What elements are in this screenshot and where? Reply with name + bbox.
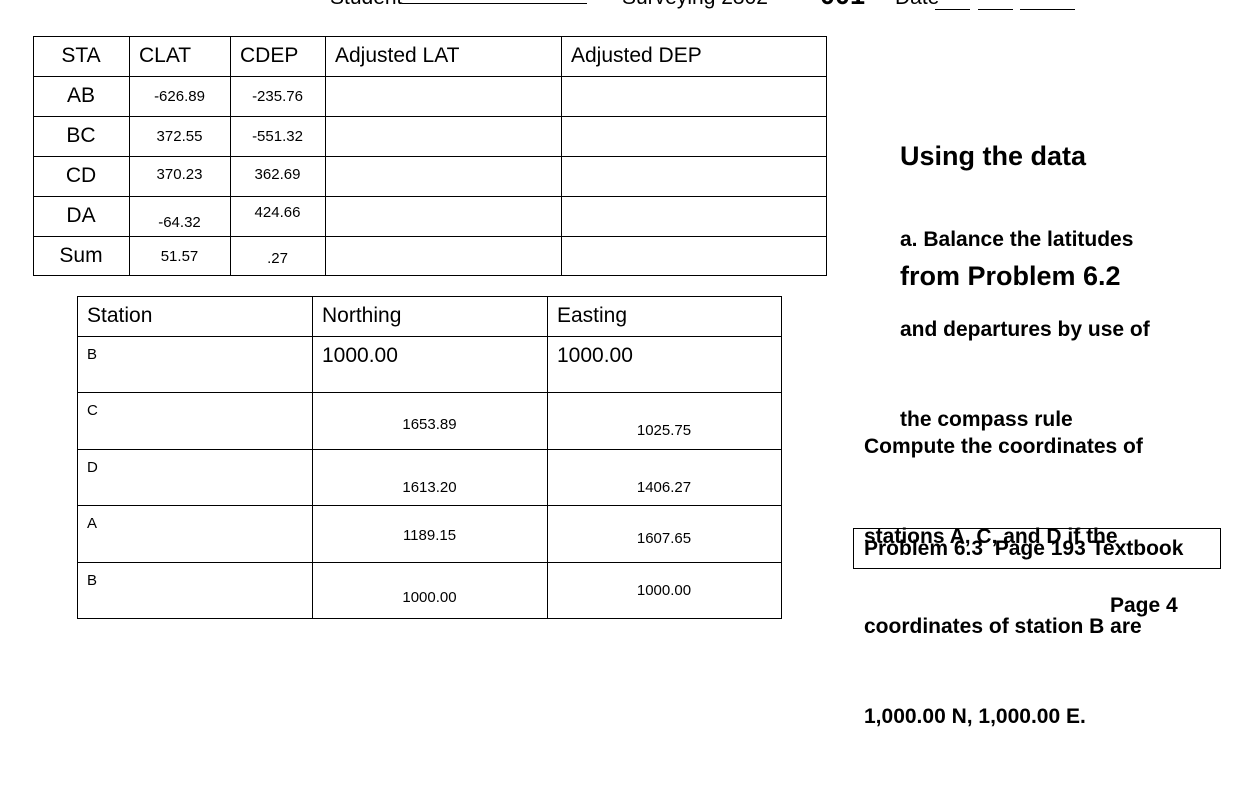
table-border xyxy=(77,562,782,563)
coordinate: 1406.27 xyxy=(636,479,692,496)
table-border xyxy=(77,296,78,619)
cell-value: 362.69 xyxy=(254,166,301,183)
compute-text: Compute the coordinates of stations A, C… xyxy=(864,372,1143,792)
coordinate: 1000.00 xyxy=(636,582,692,599)
table-border xyxy=(33,36,827,37)
table-header: Easting xyxy=(557,304,628,327)
compute-line: Compute the coordinates of xyxy=(864,435,1143,458)
table-header: Station xyxy=(87,304,153,327)
table-border xyxy=(77,392,782,393)
part-a-line: a. Balance the latitudes xyxy=(900,228,1134,251)
cell-value: 370.23 xyxy=(156,166,203,183)
coordinate: 1613.20 xyxy=(402,479,457,496)
cell-value: -235.76 xyxy=(252,88,303,105)
header-student: Student xyxy=(330,0,588,10)
part-a-line: the compass rule xyxy=(900,408,1073,431)
table-border xyxy=(77,336,782,337)
title-line: Using the data xyxy=(900,141,1087,171)
coordinate: 1653.89 xyxy=(402,416,457,433)
station-label: B xyxy=(87,572,98,589)
coordinate: 1025.75 xyxy=(636,422,692,439)
compute-line: stations A, C, and D if the xyxy=(864,525,1118,548)
row-label: Sum xyxy=(59,244,103,267)
title-line: from Problem 6.2 xyxy=(900,261,1121,291)
table-header: CLAT xyxy=(139,44,192,67)
row-label: DA xyxy=(66,204,96,227)
cell-value: .27 xyxy=(267,250,288,267)
part-a-line: and departures by use of xyxy=(900,318,1150,341)
header-date: Date xyxy=(895,0,939,10)
title: Using the data from Problem 6.2 xyxy=(900,56,1121,376)
table-border xyxy=(33,116,827,117)
problem-box: Problem 6.3 Page 193 Textbook xyxy=(853,528,1221,569)
table-border xyxy=(312,296,313,619)
table-border xyxy=(33,275,827,276)
table-header: STA xyxy=(61,44,101,67)
page-number: Page 4 xyxy=(1110,594,1178,617)
student-label: Student xyxy=(330,0,402,9)
row-label: AB xyxy=(66,84,95,107)
coordinate: 1000.00 xyxy=(402,589,457,606)
row-label: BC xyxy=(66,124,96,147)
table-header: Adjusted LAT xyxy=(335,44,460,67)
table-border xyxy=(77,296,782,297)
station-label: B xyxy=(87,346,98,363)
cell-value: 424.66 xyxy=(254,204,301,221)
coordinate: 1000.00 xyxy=(322,344,398,367)
station-label: A xyxy=(87,515,98,532)
table-border xyxy=(33,236,827,237)
table-border xyxy=(77,449,782,450)
table-border xyxy=(77,505,782,506)
part-a: a. Balance the latitudes and departures … xyxy=(900,165,1150,495)
cell-value: 51.57 xyxy=(160,248,199,265)
station-label: D xyxy=(87,459,98,476)
row-label: CD xyxy=(65,164,97,187)
table-border xyxy=(547,296,548,619)
compute-line: coordinates of station B are xyxy=(864,615,1142,638)
coordinate: 1607.65 xyxy=(636,530,692,547)
cell-value: -551.32 xyxy=(252,128,303,145)
header-course: Surveying 2302- xyxy=(622,0,775,10)
cell-value: -626.89 xyxy=(154,88,205,105)
table-border xyxy=(77,618,782,619)
table-border xyxy=(781,296,782,619)
cell-value: -64.32 xyxy=(158,214,201,231)
table-border xyxy=(33,156,827,157)
table-header: Adjusted DEP xyxy=(571,44,702,67)
header-section: 001 xyxy=(820,0,865,11)
table-header: Northing xyxy=(322,304,402,327)
coordinate: 1189.15 xyxy=(402,527,457,544)
page: Student Surveying 2302- 001 Date Using t… xyxy=(33,0,1221,728)
table-border xyxy=(33,196,827,197)
table-border xyxy=(33,76,827,77)
cell-value: 372.55 xyxy=(156,128,203,145)
station-label: C xyxy=(87,402,98,419)
table-header: CDEP xyxy=(240,44,299,67)
coordinate: 1000.00 xyxy=(557,344,633,367)
compute-line: 1,000.00 N, 1,000.00 E. xyxy=(864,705,1086,728)
